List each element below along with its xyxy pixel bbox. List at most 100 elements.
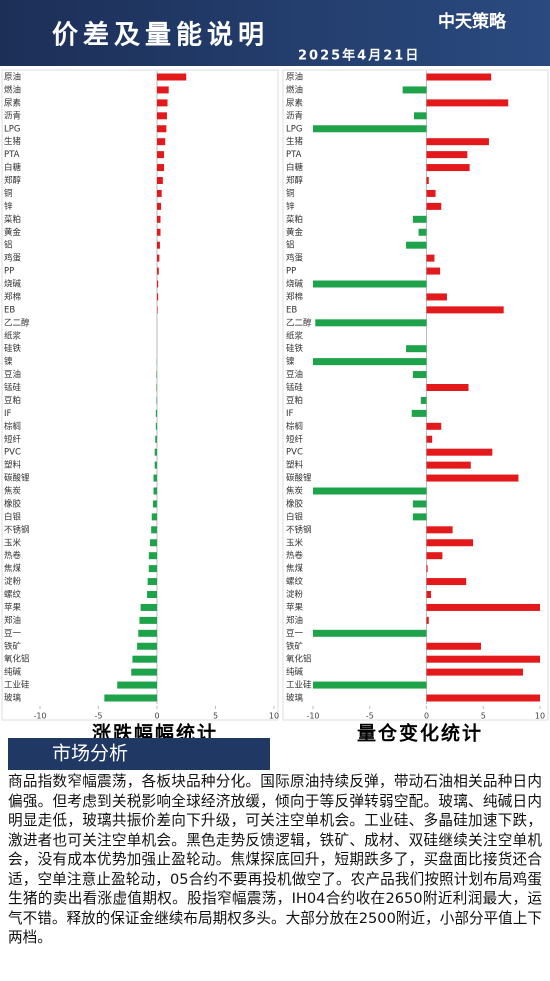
bar xyxy=(157,228,161,236)
bar xyxy=(412,215,427,223)
bar xyxy=(149,539,157,547)
x-tick-label: 5 xyxy=(213,712,218,721)
bar xyxy=(157,306,158,314)
bar xyxy=(132,655,157,663)
category-label: EB xyxy=(4,305,15,315)
bar xyxy=(148,565,157,573)
bar xyxy=(411,409,427,417)
category-label: 棕榈 xyxy=(286,421,303,432)
bar xyxy=(426,655,540,663)
category-label: 燃油 xyxy=(4,84,21,95)
bar xyxy=(426,189,436,197)
bar xyxy=(157,138,166,146)
bar xyxy=(157,241,160,249)
category-label: 硅铁 xyxy=(286,343,304,354)
bar xyxy=(153,487,157,495)
bar xyxy=(418,228,427,236)
x-tick-label: 0 xyxy=(154,712,159,721)
bar xyxy=(155,435,157,443)
bar xyxy=(157,112,167,120)
header-date: 2025年4月21日 xyxy=(298,48,420,64)
category-label: PTA xyxy=(286,150,302,160)
category-label: 铁矿 xyxy=(4,641,22,652)
category-label: 橡胶 xyxy=(4,498,22,509)
category-label: 锰硅 xyxy=(4,382,22,393)
chart-area: 价差及量能说明 2025年4月21日 中天策略 涨跌幅幅统计 量仓变化统计 市场… xyxy=(0,0,550,770)
category-label: LPG xyxy=(286,124,302,134)
bar xyxy=(412,371,427,379)
bar xyxy=(426,435,433,443)
header-title: 价差及量能说明 xyxy=(52,20,269,51)
category-label: 郑棉 xyxy=(286,291,303,302)
category-label: 焦煤 xyxy=(286,563,304,574)
category-label: 碳酸锂 xyxy=(286,473,312,484)
category-label: 尿素 xyxy=(286,97,304,108)
category-label: 塑料 xyxy=(286,460,304,471)
bar xyxy=(313,358,427,366)
bar xyxy=(426,202,442,210)
bar xyxy=(151,526,157,534)
category-label: 塑料 xyxy=(4,460,22,471)
category-label: 纸浆 xyxy=(286,330,304,341)
category-label: 玻璃 xyxy=(286,693,304,704)
bar xyxy=(402,86,427,94)
category-label: 烧碱 xyxy=(286,279,304,290)
category-label: 硅铁 xyxy=(4,343,22,354)
category-label: 锰硅 xyxy=(286,382,304,393)
x-tick-label: 5 xyxy=(481,712,486,721)
x-tick-label: 0 xyxy=(424,712,429,721)
category-label: 白银 xyxy=(286,511,304,522)
category-label: PP xyxy=(4,267,14,277)
category-label: 苹果 xyxy=(286,602,304,613)
bar xyxy=(137,642,157,650)
bar xyxy=(420,396,427,404)
bar xyxy=(157,280,159,288)
category-label: 白糖 xyxy=(4,162,22,173)
category-label: 黄金 xyxy=(4,227,22,238)
category-label: 沥青 xyxy=(4,110,21,121)
category-label: 原油 xyxy=(4,72,21,83)
panel xyxy=(282,69,549,721)
bar xyxy=(157,293,159,301)
bar xyxy=(426,552,443,560)
header-band xyxy=(0,0,550,66)
category-label: 淀粉 xyxy=(286,589,304,600)
bar xyxy=(157,177,163,184)
category-label: 螺纹 xyxy=(286,576,304,587)
category-label: 鸡蛋 xyxy=(286,253,304,264)
category-label: 白糖 xyxy=(286,162,304,173)
analysis-text: 商品指数窄幅震荡，各板块品种分化。国际原油持续反弹，带动石油相关品种日内偏强。但… xyxy=(8,773,542,946)
bar xyxy=(140,603,157,611)
category-label: 焦煤 xyxy=(4,563,22,574)
category-label: 不锈钢 xyxy=(4,524,30,535)
category-label: 生猪 xyxy=(4,136,22,147)
category-label: 菜粕 xyxy=(286,214,303,225)
bar xyxy=(157,151,165,159)
bar xyxy=(426,578,467,586)
category-label: 工业硅 xyxy=(286,680,312,691)
bar xyxy=(414,112,427,120)
bar xyxy=(148,552,157,560)
category-label: IF xyxy=(4,409,12,419)
bar xyxy=(426,151,468,159)
bar xyxy=(157,73,187,81)
category-label: 橡胶 xyxy=(286,498,304,509)
bar xyxy=(153,474,157,482)
bar xyxy=(426,616,429,624)
bar xyxy=(426,474,519,482)
category-label: 棕榈 xyxy=(4,421,21,432)
bar xyxy=(156,384,157,391)
category-label: 铁矿 xyxy=(286,641,304,652)
category-label: 铝 xyxy=(4,240,13,251)
category-label: 工业硅 xyxy=(4,680,30,691)
logo: 中天策略 xyxy=(438,11,507,32)
bar xyxy=(426,164,470,172)
bar xyxy=(426,254,435,262)
category-label: 热卷 xyxy=(286,550,304,561)
bar xyxy=(406,345,427,353)
category-label: 锌 xyxy=(286,201,295,212)
category-label: LPG xyxy=(4,124,20,134)
category-label: 豆油 xyxy=(4,369,21,380)
bar xyxy=(157,254,160,262)
category-label: PP xyxy=(286,267,296,277)
